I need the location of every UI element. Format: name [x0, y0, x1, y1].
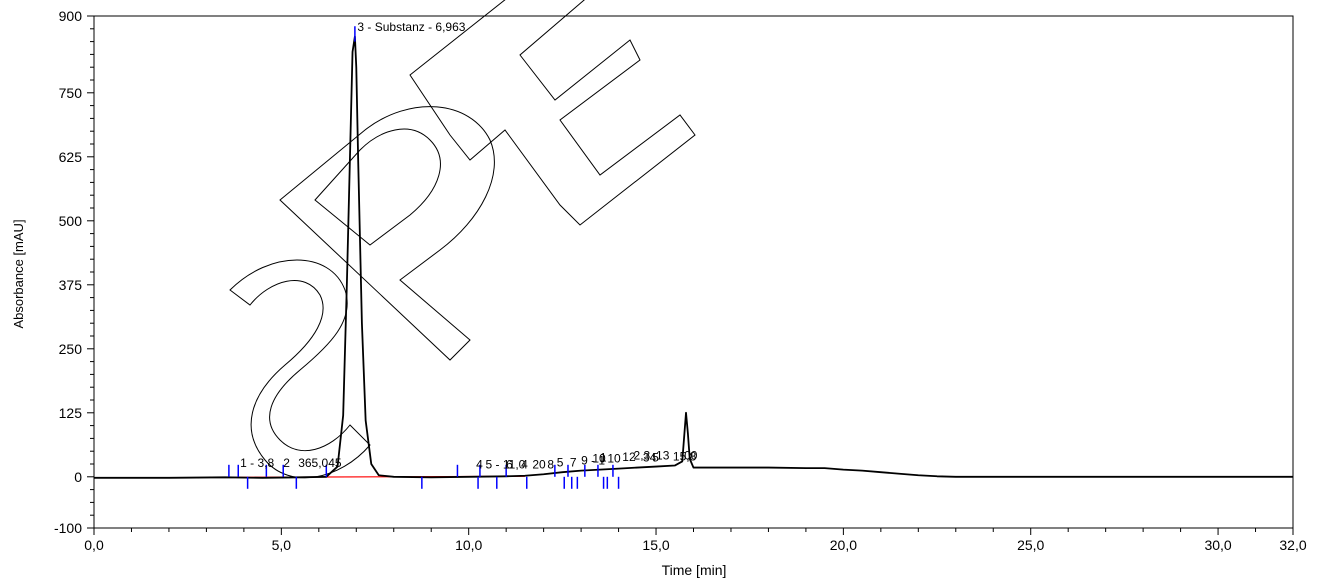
peak-label: 34	[643, 451, 657, 465]
peak-label: 15,8	[673, 449, 697, 463]
peak-label: 12	[622, 450, 636, 464]
x-tick-label: 0,0	[84, 537, 104, 553]
peak-label: 3 - Substanz - 6,963	[357, 20, 465, 34]
x-tick-label: 32,0	[1279, 537, 1306, 553]
x-tick-label: 10,0	[455, 537, 482, 553]
peak-label: 00	[684, 448, 698, 462]
peak-label: 20	[532, 458, 546, 472]
peak-label: 1 - 3,8	[240, 456, 274, 470]
y-tick-label: 0	[74, 469, 82, 485]
x-tick-label: 30,0	[1204, 537, 1231, 553]
x-tick-label: 5,0	[272, 537, 292, 553]
peak-label: 2	[283, 456, 290, 470]
series-layer	[94, 35, 1293, 479]
y-tick-label: 625	[59, 149, 83, 165]
peak-label: 13	[656, 448, 670, 462]
peak-label: 9 - 1	[581, 454, 605, 468]
y-tick-label: 125	[59, 405, 83, 421]
peak-label: 10	[607, 452, 621, 466]
x-tick-label: 15,0	[642, 537, 669, 553]
chromatogram-trace	[94, 35, 1293, 479]
peak-label: 365,045	[298, 456, 342, 470]
watermark-spe	[229, 0, 696, 479]
peak-label: 8	[547, 458, 554, 472]
x-tick-label: 25,0	[1017, 537, 1044, 553]
y-axis-ticks: -100 0 125 250 375 500 625 750 900	[54, 8, 94, 536]
peak-label: 5	[557, 456, 564, 470]
y-tick-label: -100	[54, 520, 82, 536]
peak-label: 1	[600, 451, 607, 465]
x-axis-title: Time [min]	[662, 562, 727, 578]
peak-label: 10	[592, 452, 606, 466]
peak-label: 5	[652, 451, 659, 465]
y-tick-label: 750	[59, 85, 83, 101]
peak-markers	[228, 26, 620, 489]
y-axis-title: Absorbance [mAU]	[11, 219, 26, 328]
peak-label: 6	[506, 458, 513, 472]
peak-label: 5 - 11,0	[486, 458, 526, 472]
y-tick-label: 900	[59, 8, 83, 24]
peak-label: 2,3	[634, 448, 651, 462]
y-tick-label: 500	[59, 213, 83, 229]
x-axis-ticks: 0,0 5,0 10,0 15,0 20,0 25,0 30,0 32,0	[84, 528, 1307, 553]
peak-label: 4	[521, 458, 528, 472]
y-tick-label: 250	[59, 341, 83, 357]
peak-label: 7	[570, 456, 577, 470]
peak-labels: 1 - 3,8 2 365,045 3 - Substanz - 6,963 4 5 - …	[240, 20, 698, 472]
y-tick-label: 375	[59, 277, 83, 293]
x-tick-label: 20,0	[830, 537, 857, 553]
peak-label: 4	[476, 458, 483, 472]
